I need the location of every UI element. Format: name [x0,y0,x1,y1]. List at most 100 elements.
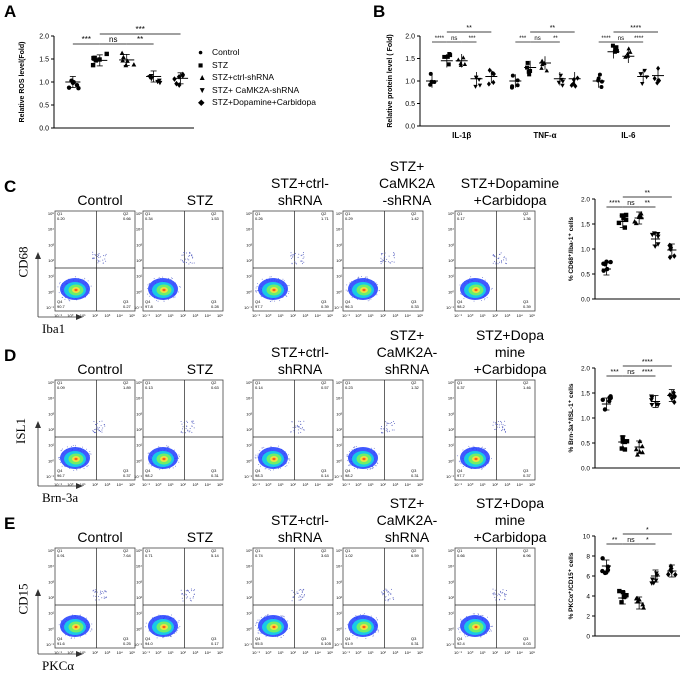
event-dot [501,421,503,423]
significance-label: ** [645,200,651,207]
event-dot [294,593,296,595]
y-tick-label: 10⁰ [136,626,142,631]
x-tick-label: 10¹ [278,650,284,655]
event-dot [364,613,366,615]
event-dot [381,592,383,594]
event-dot [294,261,296,263]
event-dot [296,592,298,594]
event-dot [300,255,302,257]
quadrant-label: Q1 [255,548,261,553]
event-dot [393,420,395,422]
event-dot [301,594,303,596]
category-label: IL-1β [452,131,471,140]
event-dot [156,637,158,639]
event-dot [481,277,483,279]
y-tick-label: 10² [48,258,54,263]
density-contour [162,457,166,461]
x-arrow-head [76,314,83,320]
event-dot [474,613,476,615]
x-tick-label: 10⁻¹ [252,482,261,487]
event-dot [180,589,182,591]
event-dot [393,423,395,425]
event-dot [69,300,71,302]
data-point [613,47,618,52]
y-tick-label: 10⁴ [48,564,54,569]
quadrant-label: 0.105 [321,641,332,646]
event-dot [493,594,495,596]
event-dot [365,276,367,278]
event-dot [98,599,100,601]
quadrant-label: Q1 [345,548,351,553]
event-dot [89,450,91,452]
x-tick-label: 10⁵ [217,482,223,487]
event-dot [351,449,353,451]
event-dot [381,254,383,256]
event-dot [464,634,466,636]
y-tick-label: 10⁻¹ [244,305,253,310]
event-dot [278,445,280,447]
quadrant-label: Q4 [145,468,151,473]
significance-label: **** [642,359,653,366]
event-dot [393,253,395,255]
y-tick-label: 10⁻¹ [446,474,455,479]
event-dot [494,422,496,424]
event-dot [294,428,296,430]
quadrant-label: Q2 [123,211,129,216]
data-point [623,212,629,218]
legend-item: ▼ STZ+ CaMK2A-shRNA [198,85,299,95]
event-dot [495,423,497,425]
event-dot [499,595,501,597]
data-point [510,73,515,78]
event-dot [392,255,394,257]
data-point [131,62,137,67]
event-dot [174,296,176,298]
flow-cytometry-plot: 10⁵ 10⁴ 10³ 10² 10¹ 10⁰ 10⁻¹ 10⁻¹ 10⁰ 10¹ 10² 10³ 10… [134,210,224,318]
event-dot [264,468,266,470]
event-dot [288,462,290,464]
event-dot [255,290,257,292]
x-tick-label: 10⁴ [117,650,123,655]
data-point [560,83,565,88]
quadrant-label: 0.57 [321,385,330,390]
event-dot [187,429,189,431]
event-dot [295,425,297,427]
event-dot [345,628,347,630]
event-dot [94,432,96,434]
quadrant-label: Q2 [211,548,217,553]
y-tick-label: 10⁴ [246,227,252,232]
event-dot [76,469,78,471]
quadrant-label: Q3 [123,636,129,641]
event-dot [260,632,262,634]
event-dot [87,464,89,466]
quadrant-label: 98.3 [255,473,264,478]
event-dot [101,597,103,599]
event-dot [303,261,305,263]
event-dot [375,617,377,619]
quadrant-label: 98.2 [145,473,154,478]
event-dot [345,289,347,291]
data-point [172,76,177,82]
event-dot [85,633,87,635]
event-dot [480,468,482,470]
y-tick-label: 10² [246,258,252,263]
event-dot [290,252,292,254]
quadrant-label: 1.53 [211,216,220,221]
x-tick-label: 10⁴ [205,313,211,318]
panel-c-label: C [4,177,17,196]
quadrant-label: 0.71 [145,553,154,558]
quadrant-label: Q4 [255,636,261,641]
event-dot [58,458,60,460]
y-tick-label: 10⁴ [136,227,142,232]
y-tick-label: 10² [448,427,454,432]
panel-b-chart: 0.0 0.5 1.0 1.5 2.0 Relative protein level ( … [387,25,670,140]
event-dot [162,276,164,278]
event-dot [282,278,284,280]
y-tick-label: 10⁵ [246,211,252,216]
x-tick-label: 10⁰ [265,482,271,487]
quadrant-label: 0.66 [457,553,466,558]
data-point [635,452,640,457]
data-point [624,439,630,444]
event-dot [256,283,258,285]
x-tick-label: 10⁻¹ [454,482,463,487]
event-dot [282,615,284,617]
